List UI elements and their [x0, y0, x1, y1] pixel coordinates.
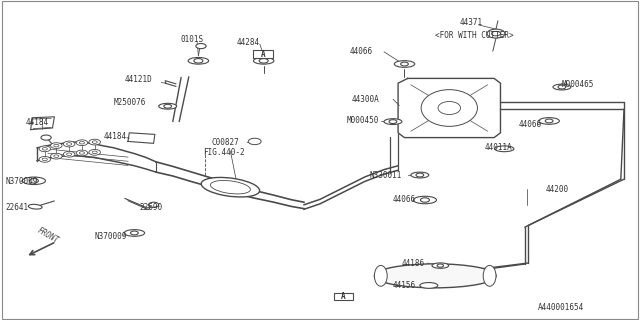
Ellipse shape	[539, 118, 559, 124]
Text: A: A	[260, 50, 266, 59]
Text: 44156: 44156	[393, 281, 416, 290]
Text: A440001654: A440001654	[538, 303, 584, 312]
Ellipse shape	[124, 230, 145, 236]
Circle shape	[389, 120, 397, 124]
Ellipse shape	[22, 177, 45, 185]
Text: 44184: 44184	[26, 118, 49, 127]
Text: N330011: N330011	[370, 171, 403, 180]
Circle shape	[67, 153, 72, 156]
Text: M000465: M000465	[562, 80, 595, 89]
Circle shape	[41, 135, 51, 140]
Text: 44066: 44066	[393, 196, 416, 204]
Ellipse shape	[413, 196, 436, 204]
Text: A: A	[341, 292, 346, 301]
Circle shape	[131, 231, 138, 235]
Circle shape	[51, 153, 62, 159]
Circle shape	[248, 138, 261, 145]
FancyBboxPatch shape	[253, 50, 273, 58]
Ellipse shape	[253, 58, 274, 64]
Circle shape	[558, 85, 566, 89]
Ellipse shape	[188, 58, 209, 64]
Circle shape	[92, 141, 97, 143]
Text: 44284: 44284	[237, 38, 260, 47]
Circle shape	[79, 152, 84, 154]
Circle shape	[89, 149, 100, 155]
Ellipse shape	[28, 204, 42, 209]
Ellipse shape	[438, 101, 461, 115]
Circle shape	[51, 143, 62, 148]
Text: 44186: 44186	[402, 259, 425, 268]
Ellipse shape	[553, 84, 571, 90]
Ellipse shape	[495, 146, 514, 152]
Text: 44300A: 44300A	[352, 95, 380, 104]
Text: 44121D: 44121D	[124, 75, 152, 84]
Text: FIG.440-2: FIG.440-2	[204, 148, 245, 157]
Ellipse shape	[394, 61, 415, 67]
Ellipse shape	[411, 172, 429, 178]
Circle shape	[420, 198, 429, 202]
Text: M000450: M000450	[347, 116, 380, 125]
Ellipse shape	[374, 264, 496, 288]
Text: FRONT: FRONT	[36, 227, 60, 246]
Circle shape	[194, 59, 203, 63]
Ellipse shape	[211, 180, 250, 194]
Circle shape	[63, 151, 75, 157]
Text: 44066: 44066	[349, 47, 372, 56]
Ellipse shape	[483, 266, 496, 286]
Circle shape	[545, 119, 553, 123]
Text: N370009: N370009	[5, 177, 38, 186]
Ellipse shape	[201, 177, 260, 197]
Ellipse shape	[421, 90, 477, 126]
Ellipse shape	[432, 263, 449, 268]
Circle shape	[259, 59, 268, 63]
Text: 44066: 44066	[518, 120, 541, 129]
Circle shape	[92, 151, 97, 154]
Circle shape	[89, 139, 100, 145]
Circle shape	[39, 146, 51, 152]
Text: 44011A: 44011A	[485, 143, 513, 152]
Text: N370009: N370009	[95, 232, 127, 241]
Circle shape	[29, 179, 38, 183]
Circle shape	[54, 155, 59, 157]
Text: 22690: 22690	[140, 203, 163, 212]
Text: 22641: 22641	[5, 203, 28, 212]
Circle shape	[79, 141, 84, 144]
Circle shape	[39, 156, 51, 162]
FancyBboxPatch shape	[334, 293, 353, 300]
Text: C00827: C00827	[211, 138, 239, 147]
Circle shape	[54, 144, 59, 147]
Circle shape	[416, 173, 424, 177]
Circle shape	[76, 150, 88, 156]
Text: <FOR WITH CUTTER>: <FOR WITH CUTTER>	[435, 31, 514, 40]
Circle shape	[63, 141, 75, 147]
Circle shape	[42, 158, 47, 161]
Circle shape	[492, 31, 500, 36]
Circle shape	[164, 104, 172, 108]
Circle shape	[42, 148, 47, 150]
Circle shape	[437, 264, 444, 267]
Ellipse shape	[159, 103, 177, 109]
Ellipse shape	[420, 283, 438, 288]
Text: 0101S: 0101S	[180, 35, 204, 44]
Text: M250076: M250076	[114, 98, 147, 107]
Ellipse shape	[384, 119, 402, 124]
Circle shape	[76, 140, 88, 146]
Circle shape	[196, 44, 206, 49]
Text: 44200: 44200	[545, 185, 568, 194]
Text: 44184: 44184	[104, 132, 127, 141]
Circle shape	[487, 29, 505, 38]
Circle shape	[148, 202, 159, 207]
Ellipse shape	[374, 266, 387, 286]
Circle shape	[67, 143, 72, 145]
Circle shape	[401, 62, 408, 66]
Text: 44371: 44371	[460, 18, 483, 27]
